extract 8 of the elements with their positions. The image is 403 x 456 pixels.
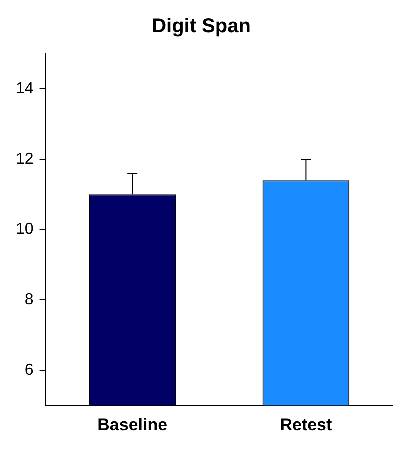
y-tick-label: 8	[24, 292, 34, 309]
y-tick-label: 12	[16, 150, 34, 168]
x-tick-label: Baseline	[98, 415, 168, 434]
chart-title: Digit Span	[152, 16, 251, 38]
y-tick-label: 6	[24, 362, 34, 379]
x-tick-label: Retest	[280, 415, 333, 434]
y-tick-label: 10	[16, 221, 34, 238]
y-tick-label: 14	[16, 80, 34, 98]
